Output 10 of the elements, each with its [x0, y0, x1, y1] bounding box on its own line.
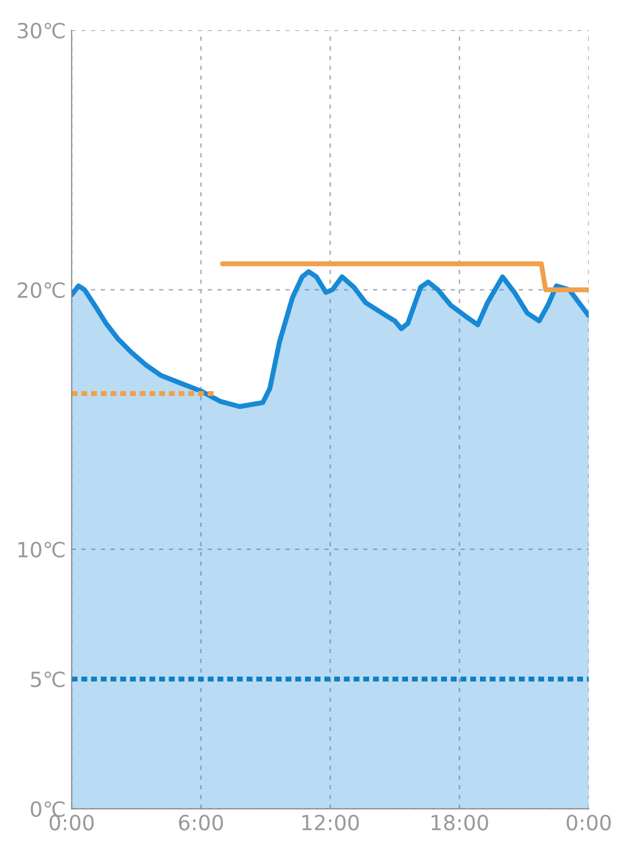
y-tick-label: 20℃	[18, 282, 65, 298]
y-tick-label: 0℃	[30, 801, 65, 817]
y-tick-label: 10℃	[18, 542, 65, 558]
x-tick-label: 6:00	[178, 814, 223, 830]
x-tick-label: 0:00	[50, 814, 94, 830]
y-tick-label: 5℃	[31, 671, 65, 688]
x-tick-label: 0:00	[566, 814, 611, 830]
x-tick-label: 18:00	[432, 814, 488, 830]
y-tick-label: 30℃	[18, 22, 65, 38]
x-tick-label: 12:00	[302, 814, 359, 830]
